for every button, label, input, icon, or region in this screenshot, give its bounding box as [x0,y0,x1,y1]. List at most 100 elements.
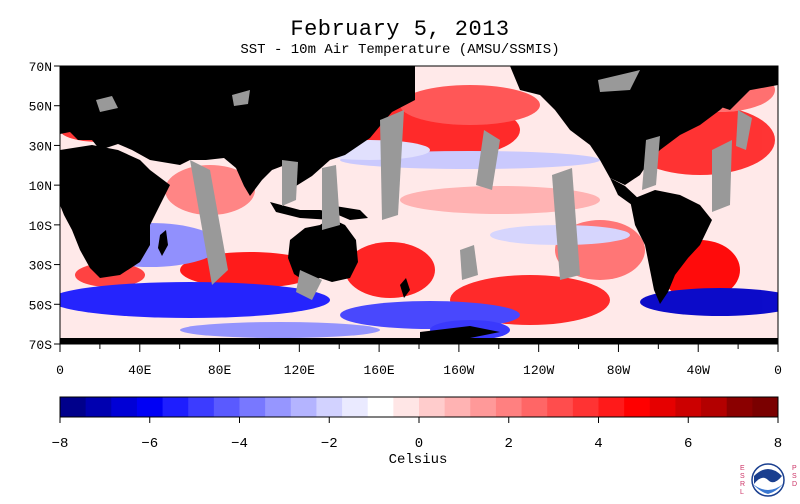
colorbar-swatch [188,397,215,417]
land-australia [288,218,358,282]
longitude-axis: 0 40E 80E 120E 160E 160W 120W 80W 40W 0 [56,344,782,378]
sst-anomaly-map [60,66,778,344]
missing-swath-9 [736,110,752,150]
lon-label: 80W [607,363,631,378]
colorbar-swatch [572,397,599,417]
land-central-america [610,178,640,205]
colorbar-swatch [495,397,523,417]
missing-swath-13 [96,96,118,112]
logo-right-letter-1: P [792,465,797,472]
colorbar-tick-label: 0 [415,436,423,452]
noaa-logo-icon: E S R L P S D [740,463,797,497]
missing-swath-1 [190,160,228,285]
lon-label: 160E [364,363,395,378]
map-title: February 5, 2013 [290,17,510,42]
logo-left-letter-3: R [740,481,745,488]
colorbar-swatch [290,397,317,417]
missing-swath-6 [552,168,580,280]
lon-label: 40W [687,363,711,378]
land-new-guinea [335,206,368,220]
missing-swath-4 [380,110,404,220]
colorbar-swatch [111,397,138,417]
colorbar-swatch [265,397,292,417]
lat-label: 50N [29,100,52,115]
lon-label: 80E [208,363,232,378]
land-africa [60,145,170,278]
colorbar-swatch [316,397,343,417]
missing-swath-2 [282,160,298,206]
missing-swath-5 [476,130,500,190]
colorbar-tick-label: −4 [231,436,248,452]
lat-label: 30N [29,139,52,154]
logo-bird [754,469,782,484]
colorbar-tick-label: 2 [505,436,513,452]
missing-swath-14 [232,90,250,106]
lon-label: 40E [128,363,152,378]
logo-left-letter-2: S [740,473,745,480]
colorbar-swatch [649,397,676,417]
lat-label: 10N [29,179,52,194]
logo-left-letter-4: L [740,489,744,496]
warm-patch-bering [400,85,540,125]
colorbar-swatch [393,397,420,417]
noaa-logo: E S R L P S D [734,456,800,500]
colorbar-swatch [239,397,266,417]
missing-swath-7 [642,136,660,190]
colorbar-swatch [136,397,164,417]
colorbar-swatch [444,397,471,417]
colorbar-swatch [675,397,702,417]
land-antarctica [60,338,778,344]
missing-swath-3 [322,165,340,230]
colorbar-swatch [367,397,394,417]
colorbar-swatch [521,397,548,417]
lon-label: 120E [284,363,315,378]
colorbar-swatch [342,397,369,417]
colorbar-swatch [547,397,574,417]
logo-right-letter-2: S [792,473,797,480]
cool-band-southern-ocean-east [640,288,778,316]
land-greenland [690,66,760,110]
land-arctic-europe [60,66,120,100]
colorbar-tick-label: −6 [141,436,158,452]
land-eurasia [60,66,415,196]
missing-swath-12 [598,70,640,92]
colorbar-ticks: −8 −6 −4 −2 0 2 4 6 8 [52,417,782,452]
missing-swath-8 [712,140,732,212]
logo-right-letter-3: D [792,481,797,488]
lon-label: 160W [443,363,474,378]
colorbar-tick-label: 8 [774,436,782,452]
colorbar-swatch [598,397,625,417]
logo-wave [753,484,783,494]
colorbar-tick-label: −2 [321,436,338,452]
warm-patch-equatorial [400,186,600,214]
missing-swath-11 [460,245,478,280]
colorbar-tick-label: 4 [594,436,602,452]
land-masses [60,66,778,344]
lat-label: 50S [29,298,53,313]
land-south-america [630,190,712,304]
colorbar-tick-label: −8 [52,436,69,452]
lat-label: 70S [29,338,53,353]
land-madagascar [158,230,168,256]
lat-label: 70N [29,60,52,75]
warm-patch-tasman [345,242,435,298]
colorbar-swatch [213,397,240,417]
colorbar-swatch [624,397,651,417]
latitude-axis: 70N 50N 30N 10N 10S 30S 50S 70S [29,60,60,353]
lon-label: 0 [774,363,782,378]
land-east-antarctica-coast [420,326,500,338]
land-new-zealand [400,278,410,298]
missing-swath-10 [296,270,322,300]
colorbar [59,396,779,418]
colorbar-tick-label: 6 [684,436,692,452]
logo-left-letter-1: E [740,465,745,472]
lat-label: 10S [29,219,53,234]
colorbar-swatch [419,397,446,417]
colorbar-swatch [726,397,753,417]
map-subtitle: SST - 10m Air Temperature (AMSU/SSMIS) [240,42,560,58]
missing-data-swaths [96,70,752,300]
lat-label: 30S [29,259,53,274]
colorbar-swatch [162,397,189,417]
cool-band-southern-ocean-west [60,282,330,318]
